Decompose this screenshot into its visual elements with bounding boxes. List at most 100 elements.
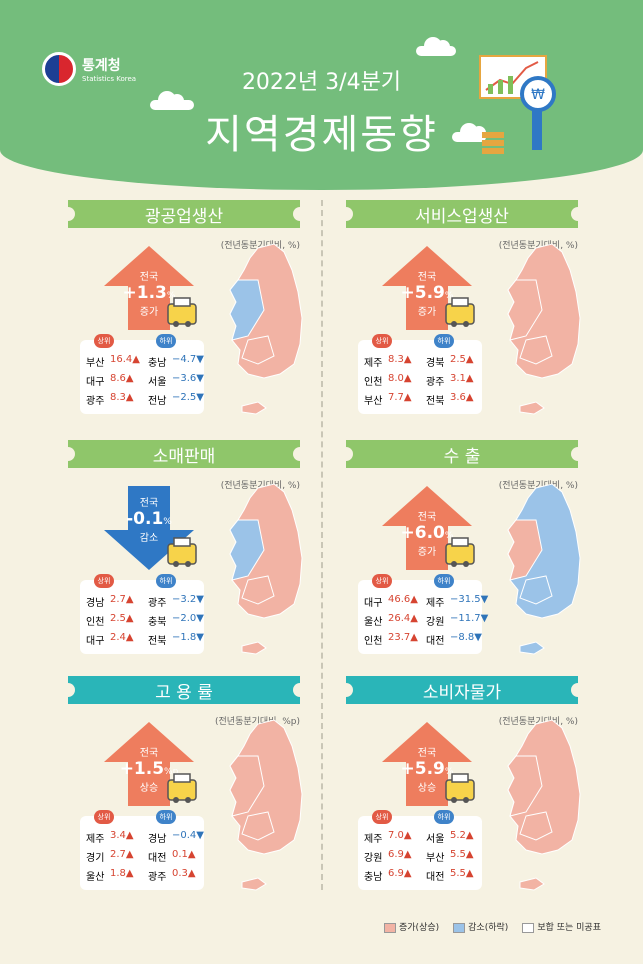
bottom-region: 전북 [426,396,445,407]
top-region: 경기 [86,853,105,864]
bottom-value: 3.1▲ [450,373,474,384]
unit-label: (전년동분기대비, %) [498,481,578,491]
panel-title: 소비자물가 [339,676,585,704]
logo-korean: 통계청 [82,58,121,74]
ranking-box: 상위 하위 제주 7.0▲ 서울 5.2▲ 강원 6.9▲ 부산 5.5▲ 충남… [358,810,482,890]
bottom-region: 제주 [426,598,445,609]
top-value: 2.5▲ [110,613,134,624]
top-region: 인천 [86,617,105,628]
bottom-region: 대전 [426,636,445,647]
logo-english: Statistics Korea [82,75,137,83]
indicator-panel: 소매판매 (전년동분기대비, %) 전국 -0.1% 감소 상위 하위 경남 2… [61,440,308,660]
bottom-value: 0.3▲ [172,868,196,879]
legend-item: 증가(상승) [384,920,439,933]
top-region: 부산 [364,396,383,407]
top-value: 8.6▲ [110,373,134,384]
period-label: 2022년 3/4분기 [241,70,402,95]
bottom-region: 경북 [426,358,445,369]
top-region: 경남 [86,598,105,609]
top-region: 대구 [364,598,383,609]
ranking-box: 상위 하위 제주 3.4▲ 경남 −0.4▼ 경기 2.7▲ 대전 0.1▲ 울… [80,810,204,890]
top-region: 광주 [86,396,105,407]
top-region: 울산 [364,617,383,628]
bottom-badge: 하위 [156,334,176,348]
korea-map-icon [507,719,581,891]
top-value: 16.4▲ [110,354,140,365]
taegeuk-logo-icon [42,52,76,86]
legend: 증가(상승) 감소(하락) 보합 또는 미공표 [384,920,601,933]
top-value: 7.0▲ [388,830,412,841]
unit-label: (전년동분기대비, %) [498,717,578,727]
up-arrow-icon [104,722,194,806]
bottom-badge: 하위 [434,810,454,824]
korea-map-icon [229,483,303,655]
up-arrow-icon [382,486,472,570]
bottom-value: −4.7▼ [172,354,204,365]
panel-title: 서비스업생산 [339,200,585,228]
top-value: 46.6▲ [388,594,418,605]
ranking-box: 상위 하위 부산 16.4▲ 충남 −4.7▼ 대구 8.6▲ 서울 −3.6▼… [80,334,204,414]
indicator-panel: 소비자물가 (전년동분기대비, %) 전국 +5.9% 상승 상위 하위 제주 … [339,676,586,896]
top-region: 인천 [364,377,383,388]
bottom-value: 0.1▲ [172,849,196,860]
top-value: 26.4▲ [388,613,418,624]
panel-title: 고 용 률 [61,676,307,704]
ranking-box: 상위 하위 제주 8.3▲ 경북 2.5▲ 인천 8.0▲ 광주 3.1▲ 부산… [358,334,482,414]
bottom-badge: 하위 [156,810,176,824]
top-badge: 상위 [94,334,114,348]
shopping-bag-icon [167,537,197,567]
indicator-panel: 서비스업생산 (전년동분기대비, %) 전국 +5.9% 증가 상위 하위 제주… [339,200,586,420]
top-badge: 상위 [372,334,392,348]
bottom-value: 2.5▲ [450,354,474,365]
bottom-value: −3.6▼ [172,373,204,384]
bottom-value: 5.5▲ [450,868,474,879]
bottom-region: 경남 [148,834,167,845]
ranking-box: 상위 하위 대구 46.6▲ 제주 −31.5▼ 울산 26.4▲ 강원 −11… [358,574,488,654]
legend-item: 보합 또는 미공표 [522,920,601,933]
bottom-value: 3.6▲ [450,392,474,403]
nation-change: 전국 +5.9% 상승 [400,748,454,794]
top-region: 인천 [364,636,383,647]
indicator-panel: 수 출 (전년동분기대비, %) 전국 +6.0% 증가 상위 하위 대구 46… [339,440,586,660]
page-title: 지역경제동향 [205,112,438,158]
indicator-panel: 광공업생산 (전년동분기대비, %) 전국 +1.3% 증가 상위 하위 부산 … [61,200,308,420]
bottom-value: −1.8▼ [172,632,204,643]
svg-text:₩: ₩ [531,87,545,103]
top-value: 6.9▲ [388,849,412,860]
top-region: 부산 [86,358,105,369]
banknote-icon [445,773,475,803]
top-region: 울산 [86,872,105,883]
top-value: 8.3▲ [110,392,134,403]
bottom-region: 광주 [426,377,445,388]
bottom-region: 충남 [148,358,167,369]
top-value: 6.9▲ [388,868,412,879]
top-region: 강원 [364,853,383,864]
center-divider [321,200,323,890]
bottom-region: 광주 [148,872,167,883]
top-value: 8.0▲ [388,373,412,384]
top-value: 2.4▲ [110,632,134,643]
unit-label: (전년동분기대비, %p) [215,717,300,727]
top-value: 2.7▲ [110,594,134,605]
bottom-value: −11.7▼ [450,613,489,624]
header-banner: 통계청 Statistics Korea 2022년 3/4분기 지역경제동향 … [0,0,643,190]
bottom-region: 강원 [426,617,445,628]
legend-item: 감소(하락) [453,920,508,933]
top-region: 제주 [364,358,383,369]
headset-agent-icon [445,297,475,327]
up-arrow-icon [104,246,194,330]
nation-change: 전국 +5.9% 증가 [400,272,454,318]
logo: 통계청 Statistics Korea [42,52,136,86]
top-value: 2.7▲ [110,849,134,860]
top-value: 23.7▲ [388,632,418,643]
bottom-value: −8.8▼ [450,632,482,643]
ranking-box: 상위 하위 경남 2.7▲ 광주 −3.2▼ 인천 2.5▲ 충북 −2.0▼ … [80,574,204,654]
top-region: 대구 [86,636,105,647]
top-badge: 상위 [94,810,114,824]
top-badge: 상위 [94,574,114,588]
bottom-region: 부산 [426,853,445,864]
unit-label: (전년동분기대비, %) [220,241,300,251]
cargo-ship-icon [445,537,475,567]
top-value: 8.3▲ [388,354,412,365]
top-value: 1.8▲ [110,868,134,879]
